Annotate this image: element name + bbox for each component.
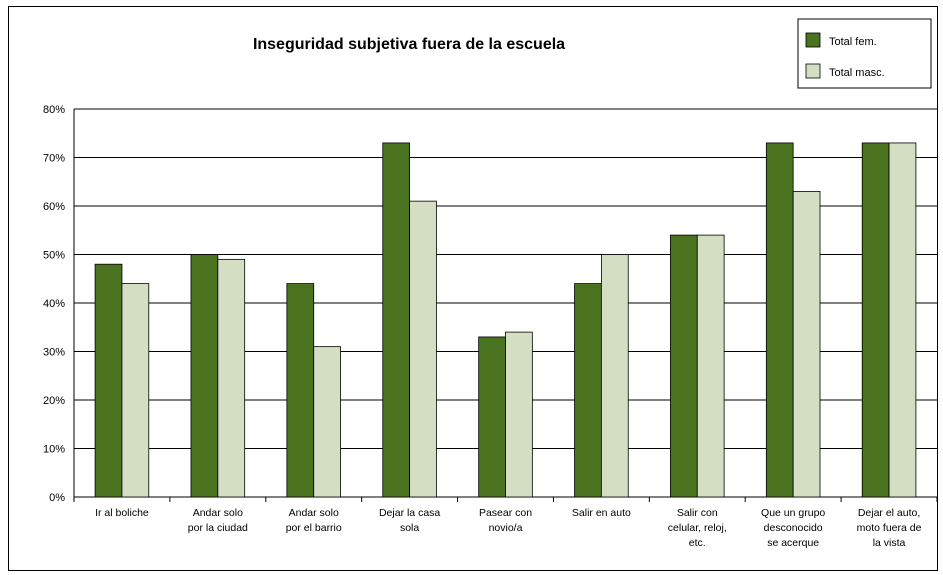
x-category-label: Dejar el auto, moto fuera de la vista: [857, 507, 922, 549]
x-category-label: Salir en auto: [572, 507, 631, 519]
legend-swatch-masc: [805, 63, 821, 79]
chart-frame: Inseguridad subjetiva fuera de la escuel…: [8, 6, 938, 571]
bar-masc-3: [409, 200, 437, 498]
y-tick-label: 0%: [49, 492, 65, 504]
legend-label-masc: Total masc.: [829, 67, 885, 79]
y-tick-label: 50%: [43, 250, 65, 262]
bar-fem-1: [190, 254, 219, 498]
legend-label-fem: Total fem.: [829, 36, 877, 48]
legend: Total fem. Total masc.: [797, 18, 932, 89]
x-category-label: Salir con celular, reloj, etc.: [668, 507, 727, 549]
bar-fem-4: [478, 336, 506, 498]
x-category-label: Dejar la casa sola: [379, 507, 440, 534]
x-category-label: Pasear con novio/a: [479, 507, 532, 534]
y-tick-label: 40%: [43, 298, 65, 310]
chart: Inseguridad subjetiva fuera de la escuel…: [43, 18, 938, 549]
bar-fem-5: [574, 283, 602, 498]
y-tick-label: 80%: [43, 104, 65, 116]
y-tick-label: 30%: [43, 347, 65, 359]
x-category-label: Andar solo por la ciudad: [188, 507, 248, 534]
y-tick-label: 20%: [43, 395, 65, 407]
bar-masc-2: [313, 346, 341, 498]
legend-swatch-fem: [805, 32, 821, 48]
bar-fem-0: [94, 263, 123, 498]
bar-masc-4: [505, 331, 533, 498]
bar-fem-8: [861, 142, 890, 498]
x-category-label: Que un grupo desconocido se acerque: [761, 507, 825, 549]
category-labels: Ir al boliche Andar solo por la ciudad Anda…: [95, 507, 922, 549]
bar-fem-7: [765, 142, 794, 498]
bar-masc-1: [217, 258, 246, 498]
y-tick-label: 60%: [43, 201, 65, 213]
x-category-label: Andar solo por el barrio: [286, 507, 342, 534]
bar-masc-7: [792, 191, 821, 498]
bars: [94, 142, 917, 498]
y-tick-label: 70%: [43, 153, 65, 165]
bar-fem-6: [670, 234, 698, 498]
bar-masc-8: [888, 142, 917, 498]
bar-fem-2: [286, 283, 315, 498]
chart-title: Inseguridad subjetiva fuera de la escuel…: [253, 36, 565, 53]
bar-masc-5: [600, 254, 629, 498]
bar-masc-0: [121, 283, 150, 498]
bar-fem-3: [382, 142, 411, 498]
y-tick-label: 10%: [43, 444, 65, 456]
bar-masc-6: [696, 234, 725, 498]
x-category-label: Ir al boliche: [95, 507, 149, 519]
